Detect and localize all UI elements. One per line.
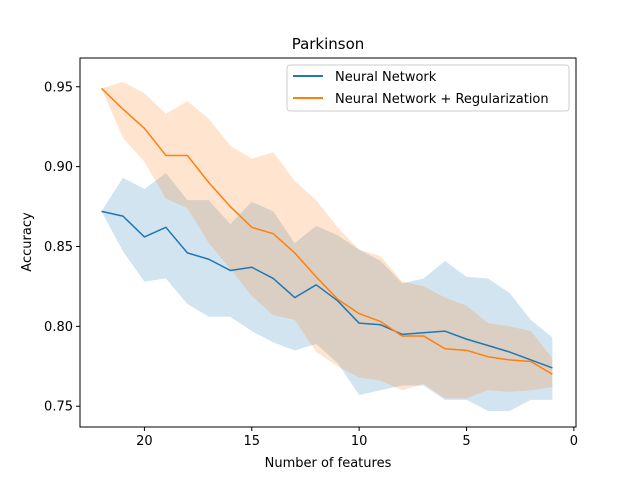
y-axis-ticks: 0.75 0.80 0.85 0.90 0.95	[44, 80, 80, 415]
plot-frame	[79, 57, 577, 428]
legend: Neural Network Neural Network + Regulari…	[286, 64, 570, 112]
x-axis-ticks: 20 15 10 5 0	[136, 427, 578, 449]
x-tick-label: 20	[136, 434, 153, 449]
y-tick-label: 0.75	[44, 400, 73, 415]
y-tick-label: 0.90	[44, 160, 73, 175]
x-axis-label: Number of features	[265, 456, 392, 471]
x-tick-label: 10	[351, 434, 368, 449]
x-tick-label: 15	[244, 434, 261, 449]
y-tick-label: 0.80	[44, 320, 73, 335]
y-tick-label: 0.85	[44, 240, 73, 255]
line-neural-network	[101, 210, 553, 369]
x-tick-label: 5	[462, 434, 470, 449]
y-axis-label: Accuracy	[20, 212, 35, 272]
chart-title: Parkinson	[292, 35, 365, 53]
band-neural-network-regularization	[101, 81, 553, 399]
legend-label-neural-network-regularization: Neural Network + Regularization	[335, 92, 549, 107]
legend-box	[286, 64, 570, 112]
y-tick-label: 0.95	[44, 80, 73, 95]
line-neural-network-regularization	[100, 87, 553, 375]
legend-label-neural-network: Neural Network	[335, 70, 437, 85]
x-tick-label: 0	[570, 434, 578, 449]
series-lines	[100, 87, 553, 375]
